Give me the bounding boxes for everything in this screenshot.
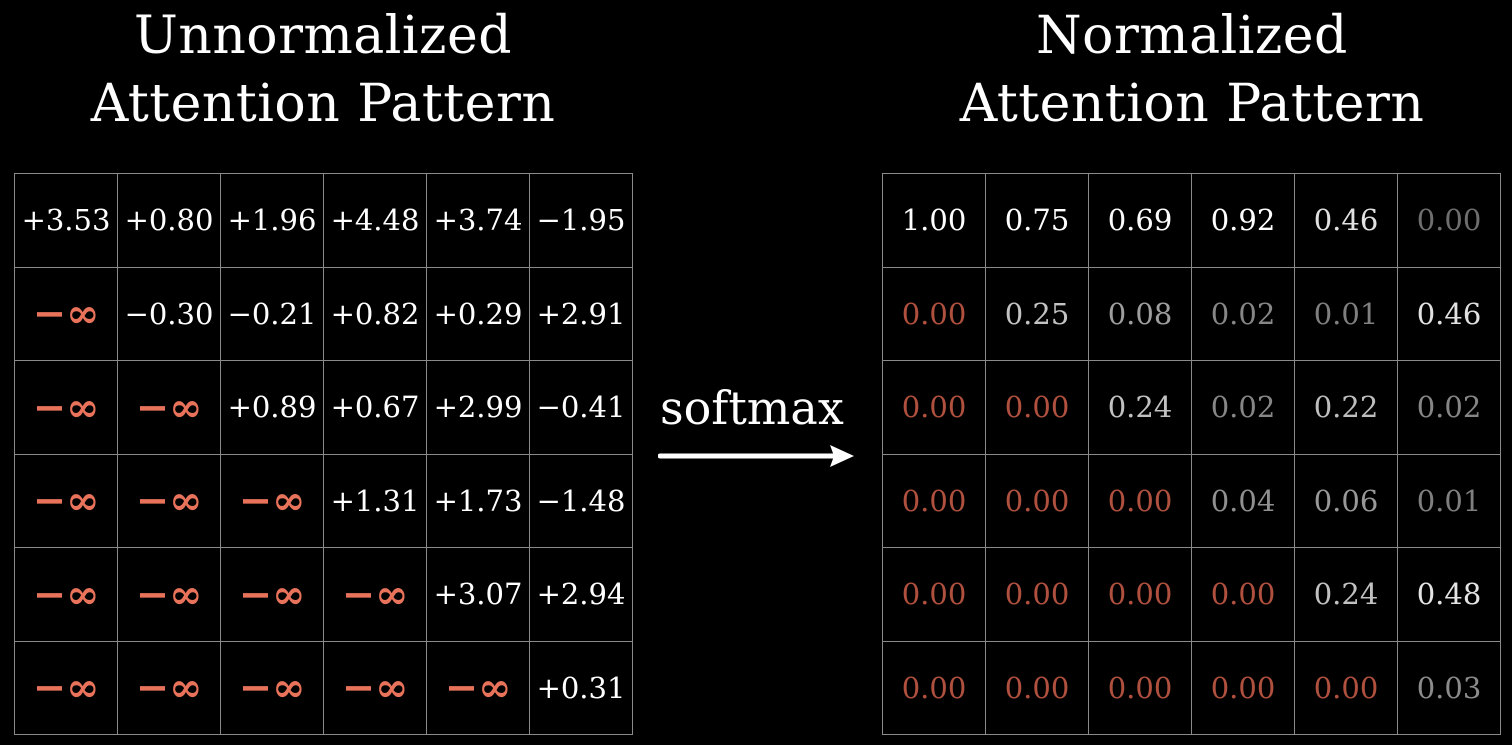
normalized-cell: 1.00 <box>883 174 986 268</box>
unnormalized-cell: +0.82 <box>324 267 427 361</box>
unnormalized-title-line-1: Unnormalized <box>134 6 512 66</box>
normalized-cell: 0.46 <box>1398 267 1501 361</box>
normalized-cell: 0.01 <box>1295 267 1398 361</box>
unnormalized-cell: −1.48 <box>530 454 633 548</box>
unnormalized-title: Unnormalized Attention Pattern <box>14 2 632 138</box>
unnormalized-cell: −∞ <box>15 454 118 548</box>
unnormalized-cell: −∞ <box>118 641 221 735</box>
normalized-cell: 0.01 <box>1398 454 1501 548</box>
unnormalized-cell: −∞ <box>221 548 324 642</box>
unnormalized-cell: −∞ <box>15 641 118 735</box>
normalized-cell: 0.00 <box>986 361 1089 455</box>
normalized-cell: 0.00 <box>883 361 986 455</box>
unnormalized-cell: −0.21 <box>221 267 324 361</box>
unnormalized-cell: −0.30 <box>118 267 221 361</box>
normalized-cell: 0.02 <box>1398 361 1501 455</box>
normalized-cell: 0.00 <box>1192 641 1295 735</box>
unnormalized-cell: +3.74 <box>427 174 530 268</box>
normalized-title: Normalized Attention Pattern <box>882 2 1502 138</box>
normalized-cell: 0.25 <box>986 267 1089 361</box>
normalized-cell: 0.00 <box>986 641 1089 735</box>
unnormalized-cell: +1.31 <box>324 454 427 548</box>
normalized-cell: 0.08 <box>1089 267 1192 361</box>
unnormalized-cell: +2.91 <box>530 267 633 361</box>
normalized-cell: 0.92 <box>1192 174 1295 268</box>
normalized-cell: 0.00 <box>1295 641 1398 735</box>
normalized-cell: 0.00 <box>986 454 1089 548</box>
normalized-cell: 0.24 <box>1089 361 1192 455</box>
unnormalized-cell: +0.89 <box>221 361 324 455</box>
unnormalized-cell: −0.41 <box>530 361 633 455</box>
normalized-matrix: 1.00 0.75 0.69 0.92 0.46 0.00 0.00 0.25 0.08 0.02… <box>882 173 1501 735</box>
normalized-cell: 0.00 <box>1089 548 1192 642</box>
unnormalized-cell: −∞ <box>15 548 118 642</box>
normalized-cell: 0.00 <box>1192 548 1295 642</box>
normalized-cell: 0.46 <box>1295 174 1398 268</box>
unnormalized-cell: +3.53 <box>15 174 118 268</box>
normalized-cell: 0.04 <box>1192 454 1295 548</box>
unnormalized-cell: +2.99 <box>427 361 530 455</box>
softmax-transform: softmax <box>640 375 875 485</box>
softmax-label: softmax <box>660 381 844 435</box>
unnormalized-title-line-2: Attention Pattern <box>90 74 556 134</box>
unnormalized-cell: −∞ <box>221 454 324 548</box>
normalized-cell: 0.24 <box>1295 548 1398 642</box>
normalized-cell: 0.22 <box>1295 361 1398 455</box>
normalized-cell: 0.00 <box>883 641 986 735</box>
unnormalized-cell: +2.94 <box>530 548 633 642</box>
normalized-cell: 0.02 <box>1192 361 1295 455</box>
unnormalized-cell: −1.95 <box>530 174 633 268</box>
normalized-cell: 0.48 <box>1398 548 1501 642</box>
normalized-cell: 0.00 <box>1398 174 1501 268</box>
normalized-cell: 0.69 <box>1089 174 1192 268</box>
unnormalized-cell: −∞ <box>15 361 118 455</box>
unnormalized-cell: −∞ <box>221 641 324 735</box>
normalized-title-line-2: Attention Pattern <box>959 74 1425 134</box>
unnormalized-matrix: +3.53 +0.80 +1.96 +4.48 +3.74 −1.95 −∞ −0.30 −0.… <box>14 173 633 735</box>
normalized-cell: 0.06 <box>1295 454 1398 548</box>
unnormalized-cell: +4.48 <box>324 174 427 268</box>
unnormalized-cell: +1.96 <box>221 174 324 268</box>
unnormalized-cell: −∞ <box>118 548 221 642</box>
unnormalized-cell: −∞ <box>118 454 221 548</box>
normalized-title-line-1: Normalized <box>1036 6 1348 66</box>
unnormalized-cell: +0.67 <box>324 361 427 455</box>
unnormalized-cell: +1.73 <box>427 454 530 548</box>
normalized-cell: 0.03 <box>1398 641 1501 735</box>
unnormalized-cell: −∞ <box>118 361 221 455</box>
unnormalized-cell: −∞ <box>15 267 118 361</box>
unnormalized-cell: +0.80 <box>118 174 221 268</box>
normalized-cell: 0.00 <box>883 267 986 361</box>
normalized-cell: 0.00 <box>1089 454 1192 548</box>
unnormalized-cell: +3.07 <box>427 548 530 642</box>
normalized-cell: 0.75 <box>986 174 1089 268</box>
unnormalized-cell: −∞ <box>427 641 530 735</box>
unnormalized-cell: −∞ <box>324 548 427 642</box>
normalized-cell: 0.02 <box>1192 267 1295 361</box>
normalized-cell: 0.00 <box>883 454 986 548</box>
normalized-cell: 0.00 <box>1089 641 1192 735</box>
unnormalized-cell: −∞ <box>324 641 427 735</box>
unnormalized-cell: +0.31 <box>530 641 633 735</box>
unnormalized-cell: +0.29 <box>427 267 530 361</box>
normalized-cell: 0.00 <box>986 548 1089 642</box>
right-arrow-icon <box>658 445 854 467</box>
normalized-cell: 0.00 <box>883 548 986 642</box>
